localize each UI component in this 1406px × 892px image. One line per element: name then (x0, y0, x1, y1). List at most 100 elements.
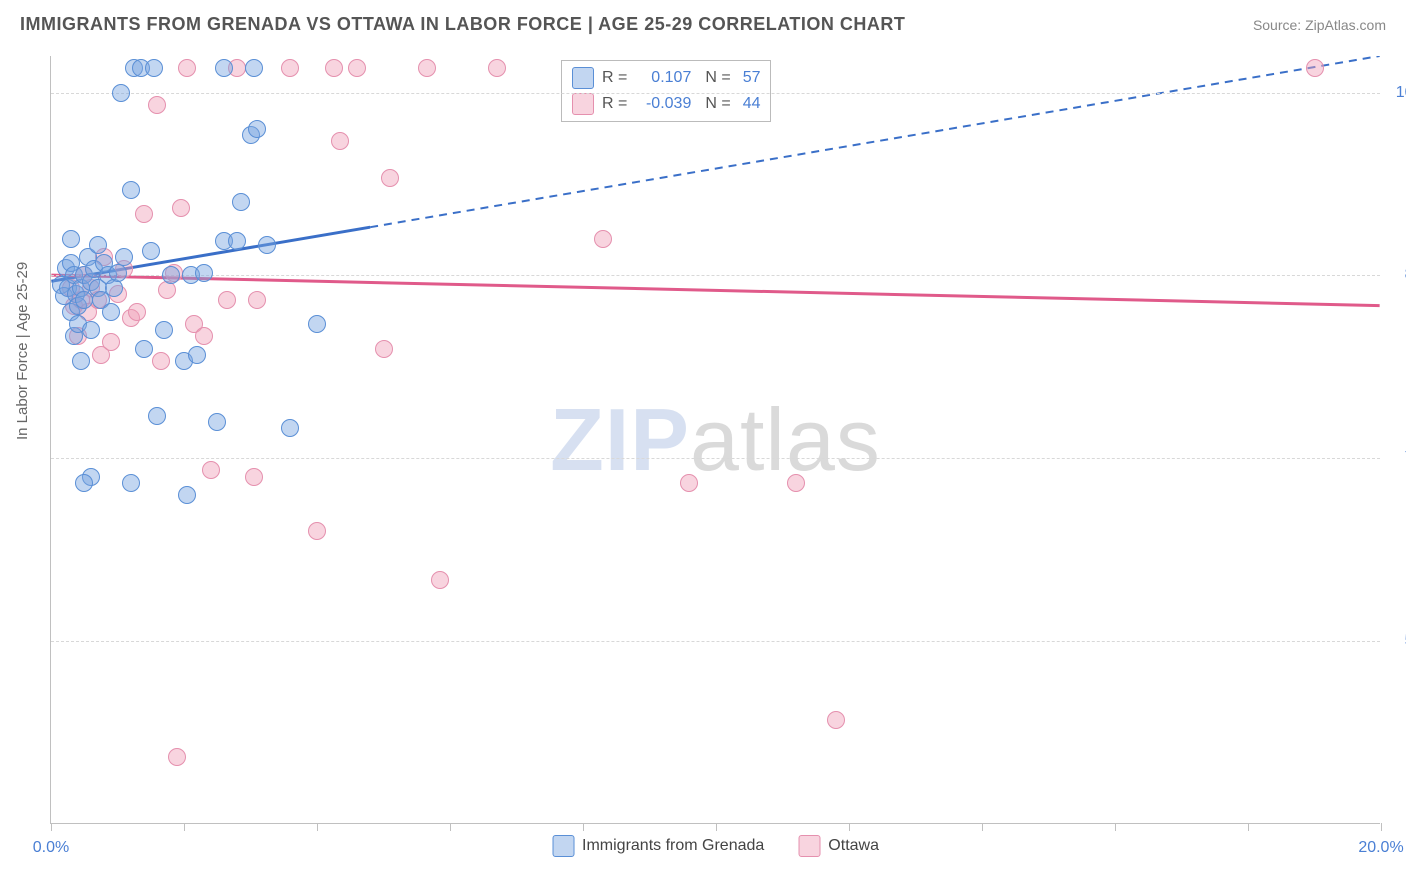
x-tick (1115, 823, 1116, 831)
series-b-point (152, 352, 170, 370)
gridline (51, 275, 1380, 276)
series-b-point (827, 711, 845, 729)
x-tick (51, 823, 52, 831)
trend-lines (51, 56, 1380, 823)
series-a-point (89, 236, 107, 254)
x-tick (1248, 823, 1249, 831)
series-b-point (325, 59, 343, 77)
series-a-point (208, 413, 226, 431)
series-a-point (308, 315, 326, 333)
series-b-point (102, 333, 120, 351)
legend-item-a: Immigrants from Grenada (552, 835, 764, 857)
series-a-point (245, 59, 263, 77)
series-b-point (245, 468, 263, 486)
series-a-point (195, 264, 213, 282)
x-tick (317, 823, 318, 831)
legend-swatch-a (552, 835, 574, 857)
n-value-a: 57 (743, 69, 761, 87)
r-label: R = (602, 69, 627, 87)
series-b-point (172, 199, 190, 217)
series-a-point (122, 474, 140, 492)
gridline (51, 93, 1380, 94)
series-b-point (195, 327, 213, 345)
watermark-part2: atlas (690, 390, 881, 489)
series-b-point (281, 59, 299, 77)
x-tick (184, 823, 185, 831)
series-b-point (218, 291, 236, 309)
series-b-point (431, 571, 449, 589)
legend-swatch-b (572, 93, 594, 115)
series-a-point (142, 242, 160, 260)
source-label: Source: ZipAtlas.com (1253, 17, 1386, 33)
series-b-point (418, 59, 436, 77)
x-tick (583, 823, 584, 831)
series-b-point (202, 461, 220, 479)
series-b-point (168, 748, 186, 766)
legend-swatch-a (572, 67, 594, 89)
x-tick (849, 823, 850, 831)
y-tick-label: 55.0% (1390, 632, 1406, 650)
watermark-part1: ZIP (550, 390, 690, 489)
series-a-point (62, 230, 80, 248)
y-tick-label: 85.0% (1390, 266, 1406, 284)
legend-item-b: Ottawa (798, 835, 879, 857)
series-a-point (75, 474, 93, 492)
r-value-a: 0.107 (635, 69, 691, 87)
series-b-point (680, 474, 698, 492)
x-tick (450, 823, 451, 831)
series-b-point (488, 59, 506, 77)
series-a-point (155, 321, 173, 339)
y-tick-label: 70.0% (1390, 449, 1406, 467)
legend-correlation: R = 0.107 N = 57 R = -0.039 N = 44 (561, 60, 771, 122)
series-a-point (109, 264, 127, 282)
header: IMMIGRANTS FROM GRENADA VS OTTAWA IN LAB… (0, 0, 1406, 45)
series-a-point (228, 232, 246, 250)
series-b-point (128, 303, 146, 321)
x-tick (982, 823, 983, 831)
series-b-point (375, 340, 393, 358)
watermark: ZIPatlas (550, 389, 881, 491)
series-b-point (135, 205, 153, 223)
series-a-point (122, 181, 140, 199)
legend-row-a: R = 0.107 N = 57 (572, 65, 760, 91)
y-tick-label: 100.0% (1390, 84, 1406, 102)
y-axis-title: In Labor Force | Age 25-29 (14, 262, 31, 440)
series-a-point (281, 419, 299, 437)
series-b-point (248, 291, 266, 309)
scatter-chart: ZIPatlas R = 0.107 N = 57 R = -0.039 N =… (50, 56, 1380, 824)
series-a-point (72, 352, 90, 370)
r-label: R = (602, 95, 627, 113)
legend-label-a: Immigrants from Grenada (582, 837, 764, 855)
series-a-point (188, 346, 206, 364)
series-b-point (381, 169, 399, 187)
series-b-point (348, 59, 366, 77)
x-tick-label: 0.0% (33, 839, 69, 857)
chart-title: IMMIGRANTS FROM GRENADA VS OTTAWA IN LAB… (20, 14, 905, 35)
series-b-point (308, 522, 326, 540)
series-a-point (148, 407, 166, 425)
series-a-point (145, 59, 163, 77)
series-a-point (115, 248, 133, 266)
series-a-point (258, 236, 276, 254)
series-a-point (82, 321, 100, 339)
series-a-point (162, 266, 180, 284)
n-label: N = (705, 69, 730, 87)
series-a-point (232, 193, 250, 211)
series-a-point (102, 303, 120, 321)
legend-label-b: Ottawa (828, 837, 879, 855)
series-a-point (112, 84, 130, 102)
x-tick (716, 823, 717, 831)
r-value-b: -0.039 (635, 95, 691, 113)
legend-row-b: R = -0.039 N = 44 (572, 91, 760, 117)
series-b-point (178, 59, 196, 77)
series-a-point (135, 340, 153, 358)
x-tick-label: 20.0% (1358, 839, 1403, 857)
series-b-point (594, 230, 612, 248)
n-value-b: 44 (743, 95, 761, 113)
x-tick (1381, 823, 1382, 831)
series-b-point (787, 474, 805, 492)
legend-series: Immigrants from Grenada Ottawa (552, 835, 879, 857)
n-label: N = (705, 95, 730, 113)
gridline (51, 641, 1380, 642)
series-b-point (1306, 59, 1324, 77)
